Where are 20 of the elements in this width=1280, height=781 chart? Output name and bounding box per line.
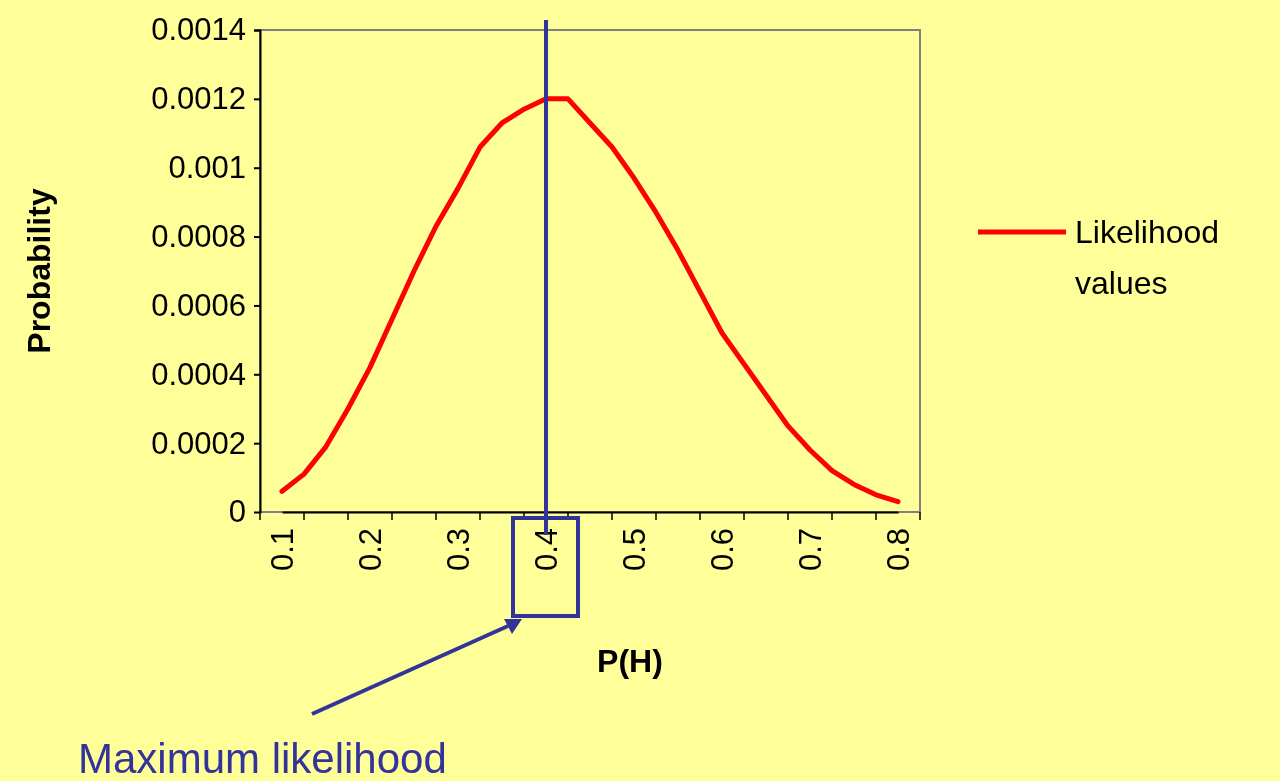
x-tick-label: 0.7: [793, 528, 828, 572]
y-tick-label: 0.0004: [151, 356, 246, 392]
x-tick-label: 0.5: [617, 528, 652, 572]
x-tick-label: 0.2: [353, 528, 388, 572]
y-tick-label: 0.001: [168, 150, 246, 186]
legend-label: Likelihood values: [1075, 214, 1220, 302]
x-tick-label: 0.4: [529, 528, 564, 572]
x-tick-label: 0.8: [881, 528, 916, 572]
y-tick-label: 0.0008: [151, 218, 246, 254]
y-axis-title: Probability: [21, 188, 57, 354]
x-axis-title: P(H): [597, 643, 663, 679]
x-tick-label: 0.3: [441, 528, 476, 572]
y-tick-label: 0.0014: [151, 12, 246, 48]
y-tick-label: 0.0002: [151, 425, 246, 461]
text: Maximum likelihood: [78, 735, 447, 781]
x-tick-label: 0.6: [705, 528, 740, 572]
y-tick-label: 0.0006: [151, 287, 246, 323]
y-tick-label: 0: [228, 494, 246, 530]
y-tick-label: 0.0012: [151, 81, 246, 117]
x-tick-label: 0.1: [265, 528, 300, 572]
